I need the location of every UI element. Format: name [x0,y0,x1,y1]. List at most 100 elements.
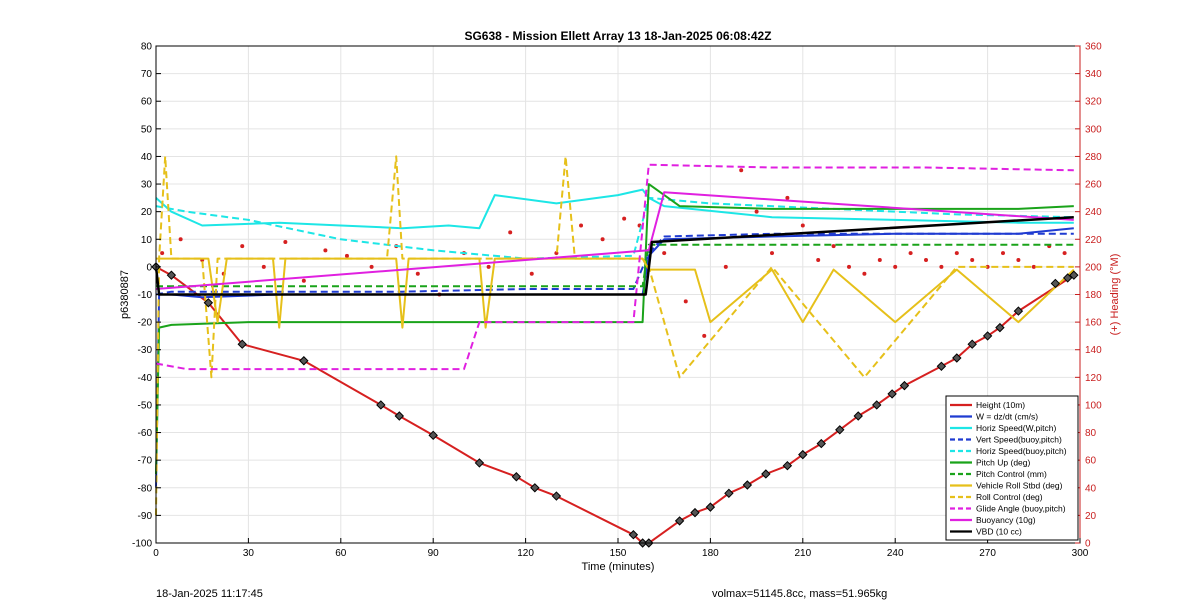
heading-point [702,333,707,338]
heading-point [893,264,898,269]
heading-point [415,271,420,276]
height-marker [724,488,734,499]
y2-tick-label: 360 [1085,42,1102,53]
height-marker [982,331,993,341]
y2-tick-label: 280 [1085,152,1102,163]
heading-point [261,264,266,269]
height-marker [376,400,386,410]
heading-point [1001,251,1005,256]
height-marker [394,411,405,421]
y-tick-label: 80 [141,42,153,53]
heading-point [908,251,913,256]
height-marker [628,530,639,540]
y-tick-label: 0 [146,262,152,273]
legend-label: Roll Control (deg) [976,492,1043,502]
heading-point [723,264,728,269]
heading-point [831,244,836,249]
legend-label: Glide Angle (buoy,pitch) [976,504,1066,514]
x-tick-label: 120 [517,548,534,559]
series-line-9 [155,155,1074,516]
chart-title: SG638 - Mission Ellett Array 13 18-Jan-2… [464,29,771,43]
legend-label: Vehicle Roll Stbd (deg) [976,481,1063,491]
series-line-4 [155,232,1074,296]
heading-point [240,244,245,249]
y2-tick-label: 0 [1085,539,1091,550]
height-marker [995,322,1005,333]
heading-point [486,264,491,269]
x-tick-label: 240 [887,548,904,559]
y2-tick-label: 180 [1085,290,1102,301]
heading-point [178,237,183,242]
heading-point [529,271,534,276]
y2-tick-label: 160 [1085,318,1102,329]
height-marker [166,270,177,280]
heading-point [622,216,627,221]
x-tick-label: 300 [1072,548,1089,559]
heading-point [939,264,944,269]
x-tick-label: 150 [610,548,627,559]
height-marker [816,438,826,449]
x-axis-label: Time (minutes) [582,561,655,573]
x-tick-label: 0 [153,548,159,559]
heading-point [662,251,667,256]
y2-tick-label: 40 [1085,483,1097,494]
heading-point [770,251,774,256]
height-marker [299,356,309,366]
height-marker [690,507,700,518]
legend-box [945,395,1079,541]
height-marker [474,458,485,468]
height-marker [511,472,522,482]
heading-point [970,257,975,262]
y-tick-label: -100 [132,539,152,550]
height-marker [887,389,897,399]
heading-point [600,237,605,242]
height-marker [1069,270,1079,280]
height-marker [967,339,977,349]
height-marker [899,380,910,391]
y-tick-label: -20 [138,318,153,329]
y-axis-label: p6380887 [119,270,131,319]
heading-point [816,257,821,262]
legend-label: Buoyancy (10g) [976,515,1036,525]
heading-point [754,209,759,214]
y-tick-label: -90 [138,511,153,522]
heading-point [344,253,349,258]
heading-point [739,168,744,173]
height-marker [936,361,947,371]
heading-point [877,257,882,262]
heading-point [924,257,928,262]
height-marker [530,483,540,493]
heading-point [301,278,306,283]
y-tick-label: 40 [141,152,153,163]
y-tick-label: -30 [138,345,153,356]
y2-tick-label: 260 [1085,180,1102,191]
heading-point [785,195,790,200]
height-marker [798,449,808,460]
y2-tick-label: 320 [1085,97,1102,108]
y2-tick-label: 120 [1085,373,1102,384]
footer-volmax: volmax=51145.8cc, mass=51.965kg [712,588,888,600]
heading-point [369,264,374,269]
heading-point [847,264,851,269]
y2-tick-label: 340 [1085,69,1102,80]
y2-tick-label: 140 [1085,345,1102,356]
heading-point [283,240,288,245]
y-tick-label: 60 [141,97,153,108]
legend-label: Pitch Control (mm) [976,469,1047,479]
legend-label: W = dz/dt (cm/s) [976,412,1038,422]
height-marker [872,400,882,410]
heading-point [1031,264,1036,269]
y2-tick-label: 200 [1085,262,1102,273]
height-marker [237,339,247,349]
x-tick-label: 30 [243,548,255,559]
legend-label: Height (10m) [976,400,1025,410]
x-tick-label: 60 [335,548,347,559]
x-tick-label: 210 [794,548,811,559]
y-tick-label: -50 [138,400,153,411]
y-tick-label: -60 [138,428,153,439]
legend-label: Vert Speed(buoy,pitch) [976,435,1062,445]
y2-tick-label: 220 [1085,235,1102,246]
y2-tick-label: 20 [1085,511,1097,522]
series-line-12 [154,215,1074,296]
y2-tick-label: 60 [1085,456,1097,467]
